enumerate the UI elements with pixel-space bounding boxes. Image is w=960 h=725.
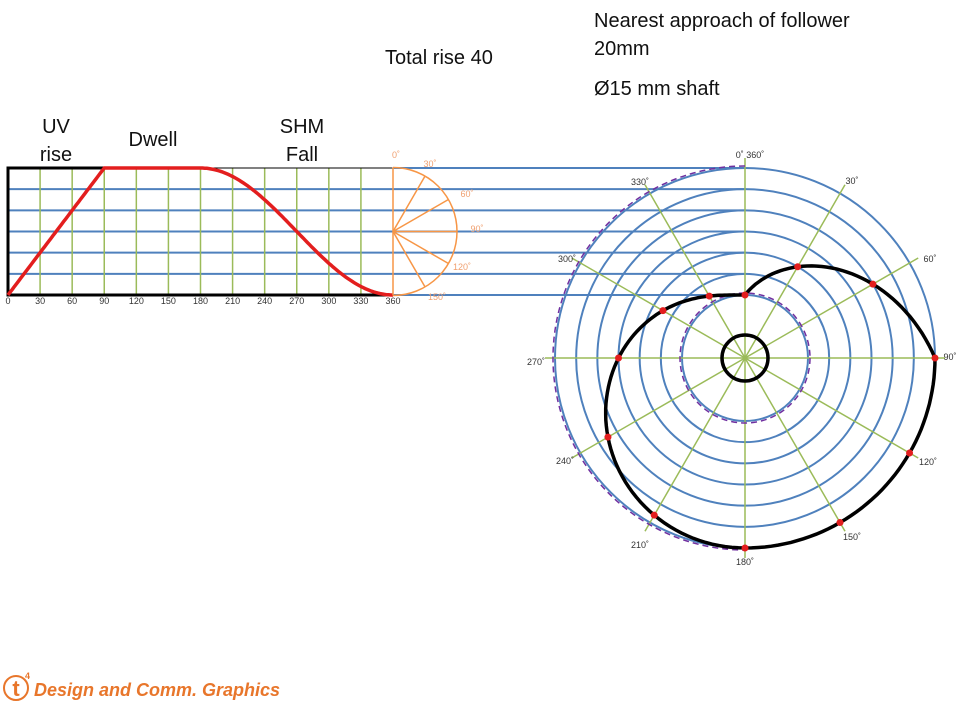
- logo-mark: 4: [25, 671, 30, 681]
- angle-label: 60˚: [460, 189, 473, 199]
- annotation: Nearest approach of follower: [594, 10, 850, 32]
- profile-point: [741, 544, 749, 552]
- profile-point: [931, 354, 939, 362]
- profile-point: [705, 292, 713, 300]
- angle-label: 210˚: [631, 540, 649, 550]
- annotation: 20mm: [594, 38, 650, 60]
- profile-point: [650, 511, 658, 519]
- cam-ray: [571, 257, 746, 359]
- profile-point: [659, 307, 667, 315]
- axis-label: 210: [225, 296, 240, 306]
- follower-ray: [392, 231, 426, 288]
- angle-label: 330˚: [631, 177, 649, 187]
- logo-ring: [3, 675, 29, 701]
- profile-point: [604, 433, 612, 441]
- angle-label: 150˚: [843, 532, 861, 542]
- profile-point: [741, 291, 749, 299]
- axis-label: 60: [67, 296, 77, 306]
- section-label: UV: [42, 116, 70, 138]
- profile-point: [906, 449, 914, 457]
- axis-label: 120: [129, 296, 144, 306]
- angle-label: 0˚ 360˚: [736, 150, 765, 160]
- shaft: [720, 333, 770, 383]
- angle-label: 30˚: [423, 159, 436, 169]
- angle-label: 240˚: [556, 456, 574, 466]
- logo-text: Design and Comm. Graphics: [34, 680, 280, 700]
- cam-ray: [644, 357, 746, 532]
- section-label: SHM: [280, 116, 324, 138]
- logo-mark: t: [12, 676, 20, 701]
- angle-label: 60˚: [923, 254, 936, 264]
- axis-label: 90: [99, 296, 109, 306]
- section-label: Dwell: [129, 129, 178, 151]
- cam-profile: [603, 264, 937, 550]
- angle-label: 120˚: [453, 262, 471, 272]
- angle-label: 120˚: [919, 457, 937, 467]
- section-label: Fall: [286, 144, 318, 166]
- axis-label: 0: [5, 296, 10, 306]
- logo: t 4 Design and Comm. Graphics: [3, 671, 280, 701]
- frame: [6, 166, 393, 297]
- axis-label: 300: [321, 296, 336, 306]
- cam-ray: [744, 257, 919, 359]
- annotation: Ø15 mm shaft: [594, 78, 720, 100]
- angle-label: 150˚: [428, 292, 446, 302]
- angle-label: 180˚: [736, 557, 754, 567]
- cam-ray: [744, 357, 846, 532]
- outer-dashed: [552, 165, 746, 551]
- axis-label: 180: [193, 296, 208, 306]
- cam-ray: [744, 357, 919, 459]
- axis-label: 150: [161, 296, 176, 306]
- annotation: Total rise 40: [385, 47, 493, 69]
- profile-point: [869, 280, 877, 288]
- cam-ray: [571, 357, 746, 459]
- drawing: [6, 158, 945, 558]
- follower-ray: [392, 175, 426, 232]
- axis-label: 30: [35, 296, 45, 306]
- profile-point: [794, 263, 802, 271]
- profile-point: [615, 354, 622, 362]
- angle-label: 90˚: [470, 224, 483, 234]
- cam-ray: [644, 184, 746, 359]
- axis-label: 330: [353, 296, 368, 306]
- angle-label: 0˚: [392, 150, 400, 160]
- angle-label: 300˚: [558, 254, 576, 264]
- axis-label: 360: [385, 296, 400, 306]
- section-label: rise: [40, 144, 72, 166]
- follower-ray: [392, 198, 449, 233]
- angle-label: 90˚: [943, 352, 956, 362]
- axis-label: 270: [289, 296, 304, 306]
- angle-label: 30˚: [845, 176, 858, 186]
- angle-label: 270˚: [527, 357, 545, 367]
- displacement-curve: [6, 166, 393, 297]
- profile-point: [836, 519, 844, 527]
- axis-label: 240: [257, 296, 272, 306]
- follower-ray: [392, 230, 449, 265]
- cam-ray: [744, 184, 846, 359]
